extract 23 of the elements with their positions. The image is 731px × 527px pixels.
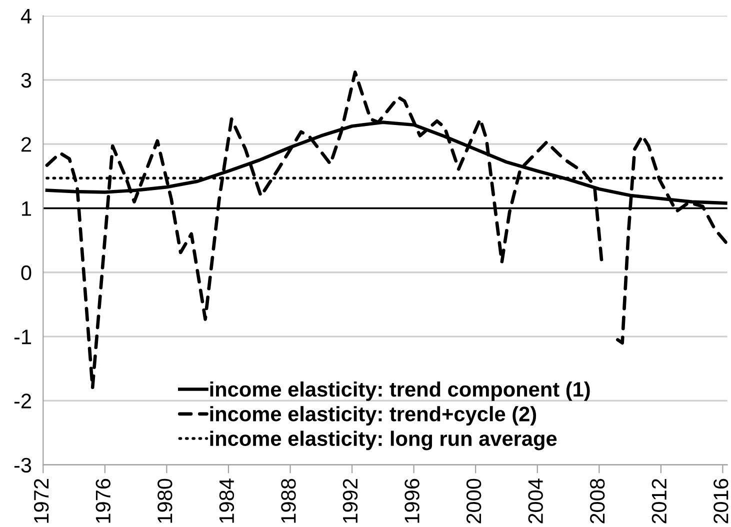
x-tick-label: 1996 (404, 478, 420, 523)
y-tick-label: -2 (14, 394, 31, 408)
x-tick-label: 2000 (466, 478, 482, 524)
x-tick-label: 1984 (219, 478, 234, 523)
y-tick-label: 4 (20, 9, 32, 24)
x-tick-label: 2004 (528, 478, 543, 524)
y-tick-label: 1 (22, 201, 31, 216)
legend-label: income elasticity: long run average (210, 430, 557, 450)
legend-label: income elasticity: trend component (1) (210, 381, 590, 401)
x-tick-label: 1976 (96, 478, 110, 523)
x-tick-label: 2012 (652, 479, 667, 524)
y-tick-label: 0 (21, 265, 32, 280)
x-tick-label: 1972 (34, 479, 49, 523)
x-tick-label: 2016 (714, 478, 728, 524)
x-tick-label: 2008 (590, 478, 605, 524)
y-tick-label: 2 (21, 137, 31, 152)
x-tick-label: 1988 (281, 478, 296, 523)
y-tick-label: -1 (14, 330, 32, 344)
x-tick-label: 1992 (342, 479, 358, 523)
y-tick-label: -3 (14, 458, 32, 473)
legend-label: income elasticity: trend+cycle (2) (210, 406, 536, 426)
x-tick-label: 1980 (158, 478, 172, 523)
y-tick-label: 3 (21, 72, 32, 88)
